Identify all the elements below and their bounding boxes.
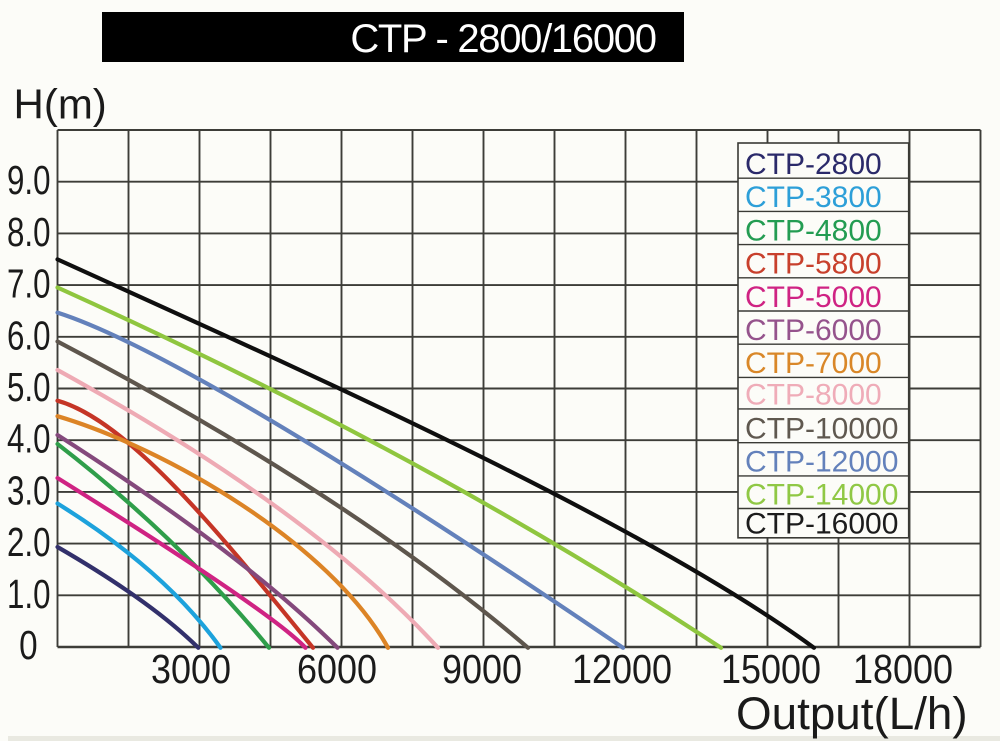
svg-text:CTP-2800: CTP-2800 [745, 148, 882, 181]
svg-text:8.0: 8.0 [7, 209, 51, 255]
svg-text:3000: 3000 [151, 646, 231, 692]
svg-text:4.0: 4.0 [7, 416, 51, 462]
svg-text:0: 0 [19, 622, 37, 668]
svg-text:15000: 15000 [721, 646, 821, 692]
svg-text:1.0: 1.0 [7, 571, 51, 617]
svg-text:CTP-10000: CTP-10000 [745, 413, 898, 446]
svg-text:CTP-5000: CTP-5000 [745, 281, 882, 314]
svg-text:6000: 6000 [297, 646, 377, 692]
svg-text:7.0: 7.0 [7, 261, 51, 307]
svg-text:CTP-16000: CTP-16000 [745, 508, 898, 541]
svg-text:CTP-5800: CTP-5800 [745, 248, 882, 281]
svg-text:6.0: 6.0 [7, 312, 51, 358]
svg-text:9000: 9000 [442, 646, 522, 692]
svg-text:H(m): H(m) [14, 81, 107, 128]
svg-text:CTP-7000: CTP-7000 [745, 347, 882, 380]
svg-text:CTP - 2800/16000: CTP - 2800/16000 [350, 17, 655, 61]
svg-text:3.0: 3.0 [7, 467, 51, 513]
svg-text:CTP-3800: CTP-3800 [745, 181, 882, 214]
svg-text:5.0: 5.0 [7, 364, 51, 410]
svg-text:Output(L/h): Output(L/h) [736, 688, 968, 739]
svg-text:CTP-12000: CTP-12000 [745, 446, 898, 479]
svg-text:CTP-14000: CTP-14000 [745, 478, 898, 511]
svg-text:CTP-6000: CTP-6000 [745, 314, 882, 347]
svg-text:9.0: 9.0 [7, 157, 51, 203]
svg-text:2.0: 2.0 [7, 519, 51, 565]
svg-text:CTP-4800: CTP-4800 [745, 214, 882, 247]
svg-text:18000: 18000 [853, 646, 953, 692]
svg-text:12000: 12000 [572, 646, 672, 692]
svg-text:CTP-8000: CTP-8000 [745, 379, 882, 412]
